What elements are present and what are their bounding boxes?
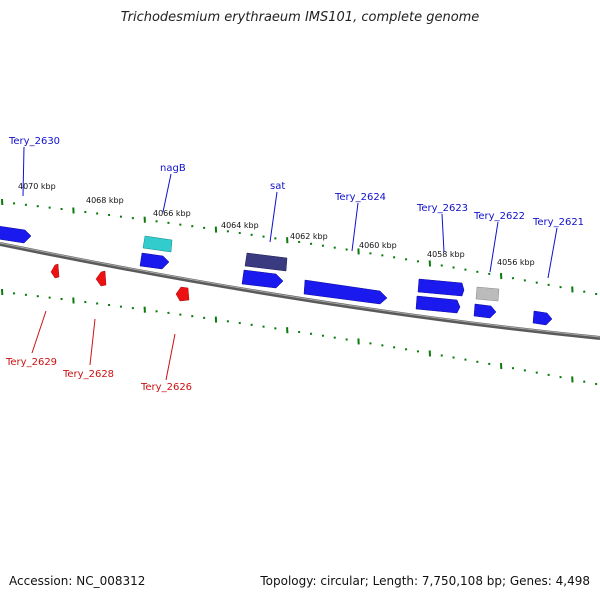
gene-forward[interactable] bbox=[241, 269, 284, 289]
leader-line bbox=[547, 227, 558, 279]
kbp-label: 4066 kbp bbox=[153, 209, 191, 218]
gene-tery-2621[interactable] bbox=[532, 310, 553, 326]
leader-line bbox=[31, 310, 47, 354]
gene-label-sat: sat bbox=[270, 181, 285, 192]
gene-tery-2626[interactable] bbox=[175, 286, 190, 302]
leader-line bbox=[22, 146, 25, 197]
kbp-label: 4062 kbp bbox=[290, 232, 328, 241]
gene-sat[interactable] bbox=[244, 252, 288, 272]
kbp-label: 4064 kbp bbox=[221, 221, 259, 230]
kbp-label: 4058 kbp bbox=[427, 250, 465, 259]
gene-label-tery-2626: Tery_2626 bbox=[140, 382, 192, 393]
kbp-label: 4070 kbp bbox=[18, 182, 56, 191]
gene-label-tery-2621: Tery_2621 bbox=[532, 217, 584, 228]
kbp-label: 4060 kbp bbox=[359, 241, 397, 250]
footer-genome-stats: Topology: circular; Length: 7,750,108 bp… bbox=[260, 574, 590, 588]
gene-label-tery-2630: Tery_2630 bbox=[8, 136, 60, 147]
leader-line bbox=[489, 221, 499, 273]
gene-tery-2623[interactable] bbox=[417, 278, 465, 297]
gene-label-tery-2623: Tery_2623 bbox=[416, 203, 468, 214]
gene-label-tery-2628: Tery_2628 bbox=[62, 369, 114, 380]
map-title: Trichodesmium erythraeum IMS101, complet… bbox=[120, 10, 480, 25]
kbp-label: 4068 kbp bbox=[86, 196, 124, 205]
gene-tery-2622[interactable] bbox=[475, 286, 500, 302]
genome-backbone-highlight bbox=[0, 242, 600, 338]
gene-tery-2630[interactable] bbox=[0, 226, 32, 244]
leader-line bbox=[162, 173, 172, 213]
gene-forward[interactable] bbox=[473, 303, 497, 319]
upper-kbp-ruler bbox=[1, 198, 598, 296]
gene-label-tery-2629: Tery_2629 bbox=[5, 357, 57, 368]
gene-label-nagB: nagB bbox=[160, 163, 186, 174]
gene-tery-2629[interactable] bbox=[50, 263, 60, 279]
gene-tery-2624[interactable] bbox=[303, 279, 388, 305]
gene-forward[interactable] bbox=[415, 295, 461, 314]
leader-line bbox=[89, 318, 96, 366]
gene-label-tery-2622: Tery_2622 bbox=[473, 211, 525, 222]
lower-tick-ruler bbox=[1, 288, 598, 386]
footer-accession: Accession: NC_008312 bbox=[9, 574, 146, 588]
gene-label-tery-2624: Tery_2624 bbox=[334, 192, 386, 203]
gene-tery-2628[interactable] bbox=[95, 270, 107, 287]
genome-backbone bbox=[0, 242, 600, 340]
gene-nagB[interactable] bbox=[142, 235, 173, 253]
gene-forward[interactable] bbox=[139, 252, 170, 270]
kbp-label: 4056 kbp bbox=[497, 258, 535, 267]
leader-line bbox=[441, 213, 445, 253]
leader-line bbox=[165, 333, 176, 381]
leader-line bbox=[269, 191, 278, 243]
leader-line bbox=[351, 202, 359, 252]
